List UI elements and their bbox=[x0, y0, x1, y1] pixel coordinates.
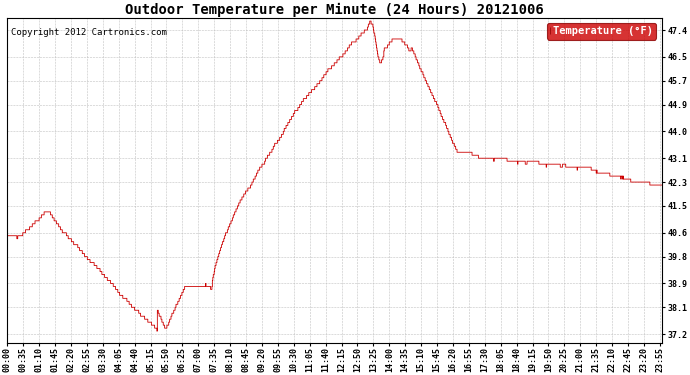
Title: Outdoor Temperature per Minute (24 Hours) 20121006: Outdoor Temperature per Minute (24 Hours… bbox=[125, 3, 544, 17]
Text: Copyright 2012 Cartronics.com: Copyright 2012 Cartronics.com bbox=[10, 28, 166, 37]
Legend: Temperature (°F): Temperature (°F) bbox=[547, 23, 656, 39]
